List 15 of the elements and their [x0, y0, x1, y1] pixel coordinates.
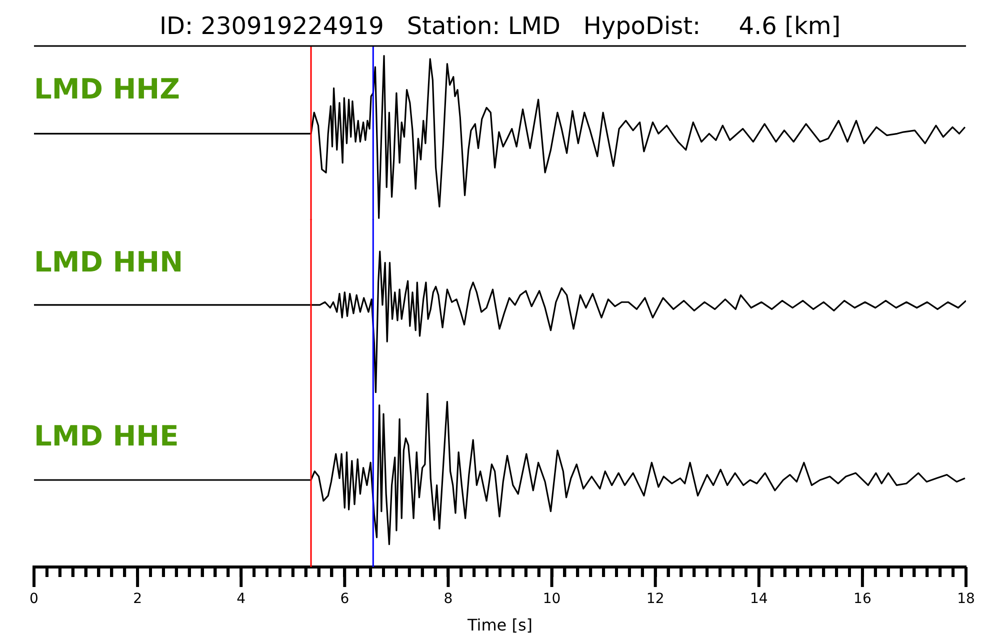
chart-title: ID: 230919224919 Station: LMD HypoDist: 4.6 [km] — [159, 12, 841, 40]
series-label: LMD HHE — [34, 419, 179, 452]
x-tick-label: 10 — [542, 591, 561, 608]
x-tick-label: 18 — [957, 591, 975, 608]
x-tick-label: 14 — [750, 591, 768, 608]
series-label: LMD HHZ — [34, 72, 180, 106]
x-tick-label: 6 — [340, 591, 350, 608]
x-axis-title: Time [s] — [466, 616, 533, 635]
series-label: LMD HHN — [34, 245, 183, 278]
x-tick-label: 2 — [133, 591, 142, 608]
x-tick-label: 8 — [444, 591, 453, 608]
x-tick-label: 12 — [646, 591, 664, 608]
x-tick-label: 4 — [236, 591, 246, 608]
x-tick-label: 0 — [30, 591, 38, 608]
x-tick-label: 16 — [854, 591, 872, 608]
